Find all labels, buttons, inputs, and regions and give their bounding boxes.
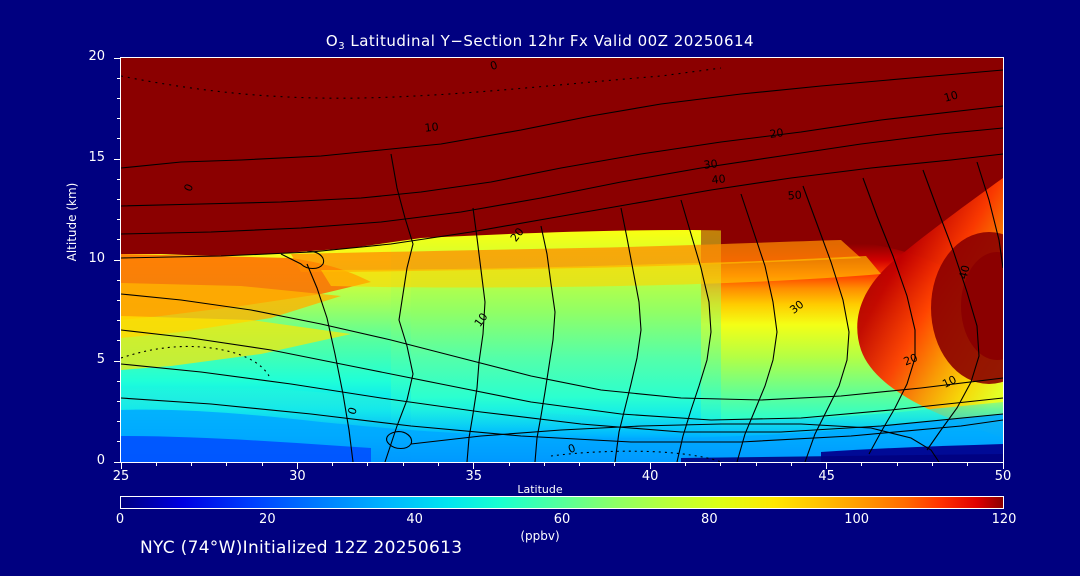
contour-label: 0 xyxy=(489,58,500,73)
y-tick xyxy=(117,118,121,120)
colorbar-tick-label: 120 xyxy=(991,512,1017,527)
y-tick xyxy=(117,97,121,99)
x-tick xyxy=(120,462,122,469)
title-o3-subscript: 3 xyxy=(338,41,346,52)
y-tick xyxy=(114,461,121,463)
x-tick xyxy=(579,462,581,466)
y-tick xyxy=(117,400,121,402)
x-tick xyxy=(755,462,757,466)
y-tick xyxy=(117,198,121,200)
y-tick xyxy=(117,340,121,342)
y-tick-label: 10 xyxy=(88,251,105,266)
y-tick xyxy=(117,239,121,241)
x-tick xyxy=(402,462,404,466)
x-tick xyxy=(790,462,792,466)
colorbar-tick-label: 0 xyxy=(115,512,125,527)
y-tick xyxy=(117,421,121,423)
y-tick xyxy=(117,138,121,140)
x-tick xyxy=(649,462,651,469)
x-tick xyxy=(332,462,334,466)
x-tick xyxy=(931,462,933,466)
y-tick xyxy=(117,219,121,221)
x-tick xyxy=(261,462,263,466)
x-tick xyxy=(438,462,440,466)
contour-label: 50 xyxy=(787,189,802,203)
contour-label: 0 xyxy=(345,406,360,417)
y-tick xyxy=(117,178,121,180)
y-tick-label: 0 xyxy=(96,453,105,468)
x-tick xyxy=(226,462,228,466)
stratosphere-region xyxy=(121,58,1003,308)
x-tick xyxy=(543,462,545,466)
x-tick-label: 40 xyxy=(641,469,659,484)
colorbar[interactable] xyxy=(120,496,1004,509)
y-tick-label: 20 xyxy=(88,49,105,64)
x-tick-label: 35 xyxy=(465,469,483,484)
contour-label: 40 xyxy=(711,172,726,186)
y-tick xyxy=(114,259,121,261)
colorbar-gradient xyxy=(121,497,1003,508)
y-tick xyxy=(114,158,121,160)
colorbar-tick-label: 100 xyxy=(844,512,870,527)
x-tick xyxy=(684,462,686,466)
colorbar-tick-label: 40 xyxy=(406,512,423,527)
x-tick xyxy=(155,462,157,466)
x-tick xyxy=(896,462,898,466)
y-tick xyxy=(117,380,121,382)
x-tick xyxy=(1002,462,1004,469)
x-tick-label: 25 xyxy=(112,469,130,484)
contour-label: 10 xyxy=(940,373,958,391)
title-rest: Latitudinal Y−Section 12hr Fx Valid 00Z … xyxy=(345,32,755,50)
colorbar-tick-label: 60 xyxy=(553,512,571,527)
y-tick xyxy=(117,77,121,79)
x-tick xyxy=(473,462,475,469)
contour-label: 0 xyxy=(181,182,196,193)
y-tick xyxy=(117,279,121,281)
page-title: O3 Latitudinal Y−Section 12hr Fx Valid 0… xyxy=(0,32,1080,52)
x-tick xyxy=(861,462,863,466)
colorbar-units-label: (ppbv) xyxy=(520,529,560,543)
x-tick xyxy=(296,462,298,469)
contour-label: 30 xyxy=(703,157,718,171)
contour-label: 10 xyxy=(424,120,439,134)
y-axis-title: Altitude (km) xyxy=(65,182,79,262)
x-tick xyxy=(720,462,722,466)
contour-label: 10 xyxy=(943,88,960,104)
y-tick xyxy=(117,320,121,322)
contour-label: 40 xyxy=(957,264,973,281)
y-tick xyxy=(117,299,121,301)
cross-section-plot[interactable]: 0 10 10 20 30 40 50 0 20 40 30 10 20 10 0 0 xyxy=(121,58,1003,462)
x-tick xyxy=(508,462,510,466)
contour-negative xyxy=(121,67,722,99)
x-tick xyxy=(191,462,193,466)
x-tick-label: 50 xyxy=(994,469,1012,484)
y-tick xyxy=(114,57,121,59)
contour-label: 0 xyxy=(566,441,577,456)
x-axis-title: Latitude xyxy=(517,483,563,496)
x-tick xyxy=(967,462,969,466)
x-tick-label: 30 xyxy=(289,469,306,484)
colorbar-tick-label: 20 xyxy=(259,512,276,527)
y-tick xyxy=(114,360,121,362)
y-tick-label: 5 xyxy=(96,352,105,367)
x-tick xyxy=(614,462,616,466)
x-tick xyxy=(826,462,828,469)
figure-caption: NYC (74°W)Initialized 12Z 20250613 xyxy=(140,538,463,558)
title-o3-prefix: O xyxy=(325,32,339,50)
contour-label: 20 xyxy=(902,351,920,368)
x-tick-label: 45 xyxy=(818,469,835,484)
contour-label: 20 xyxy=(769,126,785,141)
x-tick xyxy=(367,462,369,466)
y-tick-label: 15 xyxy=(88,150,105,165)
colorbar-tick-label: 80 xyxy=(701,512,718,527)
contour-lines xyxy=(121,67,1003,462)
y-tick xyxy=(117,441,121,443)
